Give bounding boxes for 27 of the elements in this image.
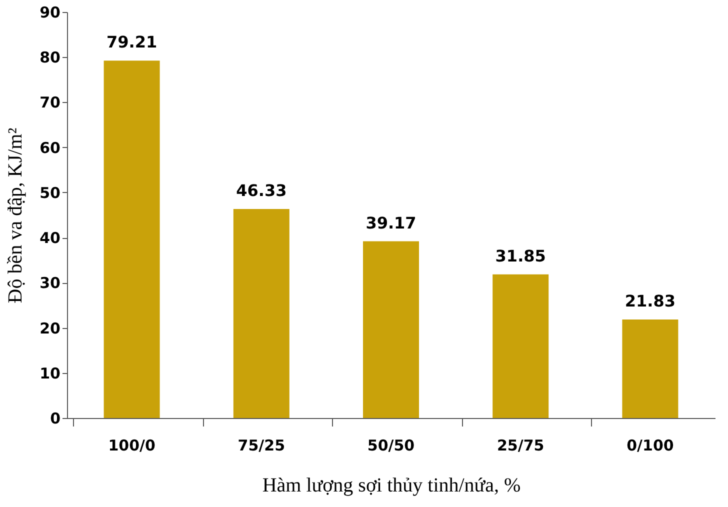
x-tick-label: 25/75 (496, 436, 544, 454)
x-tick-label: 75/25 (238, 436, 286, 454)
data-label: 46.33 (236, 181, 287, 200)
y-tick-label: 60 (40, 138, 60, 157)
y-tick-label: 20 (40, 319, 60, 338)
y-tick-label: 80 (40, 48, 60, 67)
data-label: 79.21 (106, 32, 158, 52)
x-tick-label: 0/100 (626, 436, 674, 454)
y-tick-label: 0 (50, 410, 60, 428)
data-label: 21.83 (624, 292, 676, 311)
x-tick-label: 50/50 (367, 436, 415, 454)
bar (622, 320, 678, 418)
y-tick-label: 50 (40, 184, 60, 202)
bar (233, 209, 290, 418)
data-label: 31.85 (495, 246, 546, 266)
bar (492, 274, 549, 418)
y-tick-label: 70 (40, 94, 60, 112)
data-label: 39.17 (366, 213, 416, 232)
y-tick-label: 10 (40, 364, 60, 382)
bar (363, 241, 419, 418)
y-tick-label: 40 (40, 229, 60, 248)
y-tick-label: 30 (40, 274, 60, 292)
x-tick-label: 100/0 (108, 436, 156, 454)
x-axis-title: Hàm lượng sợi thủy tinh/nứa, % (262, 474, 521, 496)
y-tick-label: 90 (40, 4, 60, 22)
bar (104, 60, 160, 418)
y-axis-title: Độ bền va đập, KJ/m² (4, 128, 27, 304)
